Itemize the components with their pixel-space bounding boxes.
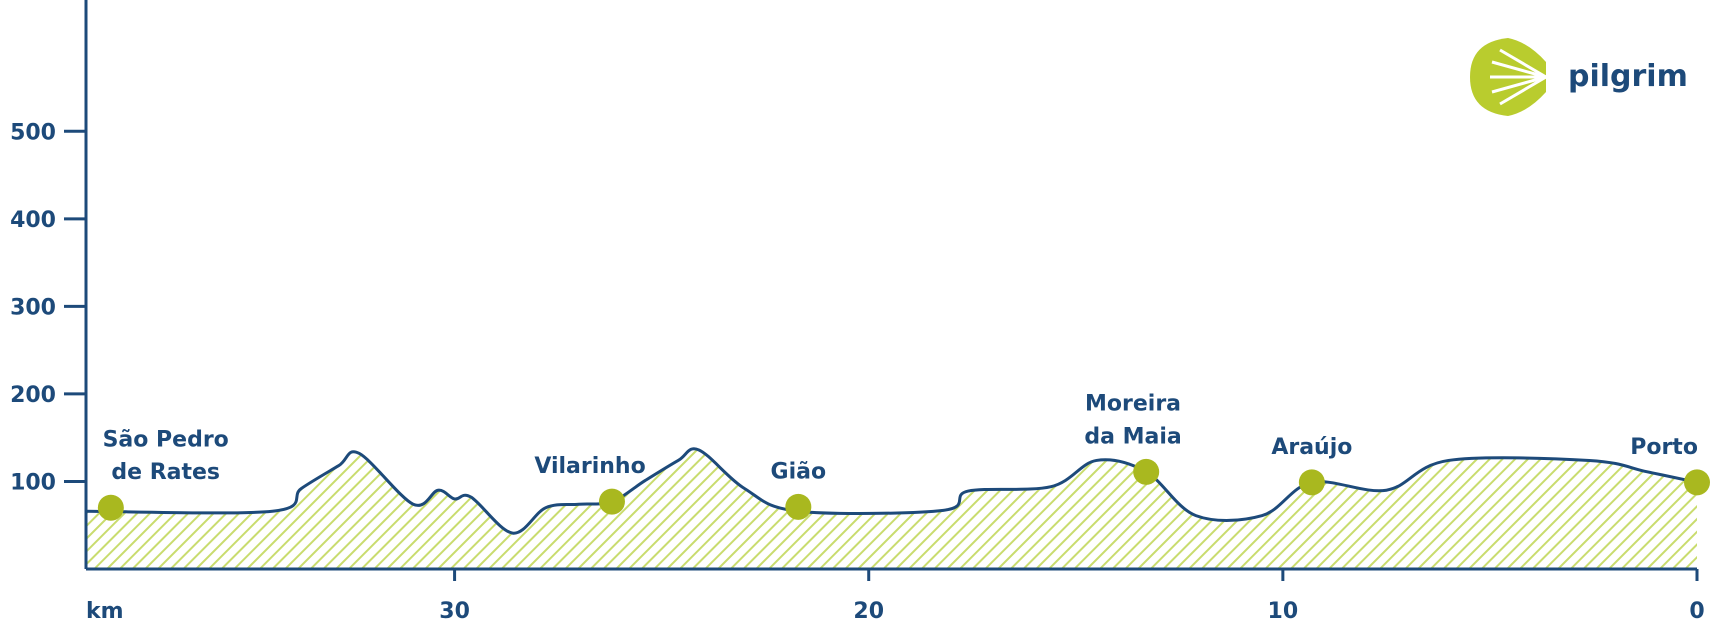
elevation-area [86,448,1697,569]
town-label: Araújo [1271,435,1352,460]
y-tick-label: 400 [10,208,56,233]
logo: pilgrim [1470,38,1688,116]
town-marker [1133,458,1160,485]
y-tick-label: 100 [10,470,56,495]
town-label: Vilarinho [534,454,645,479]
brand-name: pilgrim [1568,59,1688,94]
town-label: Gião [771,459,827,484]
x-tick-label: 20 [853,599,884,624]
town-label: da Maia [1084,424,1181,449]
town-marker [598,488,625,515]
x-tick-label: 10 [1268,599,1299,624]
x-tick-label: 0 [1689,599,1704,624]
town-label: Moreira [1085,391,1181,416]
town-marker [1684,469,1710,496]
y-tick-label: 300 [10,295,56,320]
town-marker [1298,469,1325,496]
x-tick-label: 30 [439,599,470,624]
y-tick-label: 200 [10,383,56,408]
town-label: São Pedro [103,427,229,452]
y-tick-label: 500 [10,120,56,145]
x-axis-label: km [86,599,124,624]
town-marker [97,494,124,521]
town-marker [785,493,812,520]
town-label: Porto [1630,435,1698,460]
town-label: de Rates [111,460,220,485]
